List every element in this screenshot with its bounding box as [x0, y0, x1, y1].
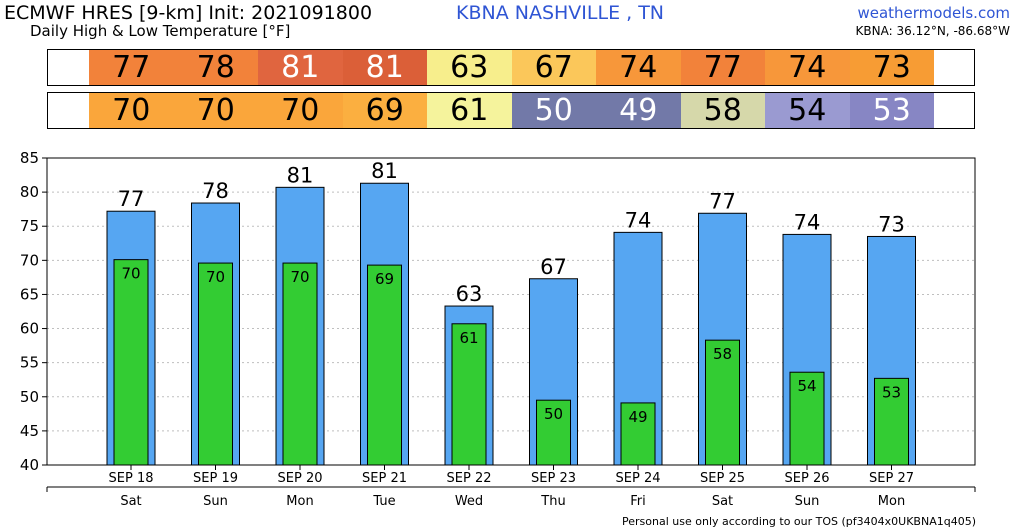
low-temp-label: 61	[459, 329, 478, 347]
low-temp-label: 58	[713, 345, 732, 363]
high-temp-label: 63	[456, 282, 483, 306]
high-strip-cell: 77	[680, 50, 765, 85]
low-temperature-strip: 70 70 70 69 61 50 49 58 54 53	[47, 92, 975, 129]
low-strip-cell: 70	[173, 93, 258, 128]
date-tick-label: SEP 25	[700, 471, 745, 486]
date-tick-label: SEP 18	[109, 471, 154, 486]
low-temp-bar	[536, 399, 571, 466]
low-temp-label: 53	[882, 383, 901, 401]
plot-frame	[46, 157, 976, 466]
high-temp-label: 77	[118, 187, 145, 211]
low-temp-bar	[367, 264, 402, 466]
low-temp-bar	[451, 323, 487, 466]
date-tick-label: SEP 23	[531, 471, 576, 486]
high-temp-label: 73	[878, 212, 905, 236]
high-temp-label: 74	[625, 208, 652, 232]
low-temp-bar	[789, 371, 825, 466]
low-strip-cell: 61	[427, 93, 512, 128]
high-strip-cell: 81	[342, 50, 427, 85]
y-tick-label: 75	[20, 217, 39, 235]
weekday-tick-label: Sat	[120, 494, 141, 509]
weekday-tick-label: Sun	[203, 494, 228, 509]
low-temp-bar	[198, 262, 233, 466]
weekday-tick-label: Thu	[540, 494, 565, 509]
date-tick-label: SEP 26	[785, 471, 830, 486]
y-tick-label: 55	[20, 354, 39, 372]
model-init-title: ECMWF HRES [9-km] Init: 2021091800	[4, 2, 373, 24]
terms-footer: Personal use only according to our TOS (…	[622, 515, 976, 528]
weekday-tick-label: Sat	[712, 494, 733, 509]
low-temp-bar	[113, 259, 149, 466]
low-temp-bar	[282, 262, 318, 466]
high-temp-label: 81	[287, 163, 314, 187]
chart-subtitle: Daily High & Low Temperature [°F]	[30, 22, 291, 40]
y-tick-label: 70	[20, 251, 39, 269]
low-strip-cell: 54	[765, 93, 850, 128]
y-tick-label: 85	[20, 149, 39, 167]
site-link[interactable]: weathermodels.com	[857, 4, 1010, 22]
high-strip-cell: 74	[596, 50, 681, 85]
y-tick-label: 65	[20, 285, 39, 303]
low-strip-cell: 50	[511, 93, 596, 128]
date-tick-label: SEP 22	[447, 471, 492, 486]
date-tick-label: SEP 19	[193, 471, 238, 486]
date-tick-label: SEP 24	[616, 471, 661, 486]
high-strip-cell: 81	[258, 50, 343, 85]
high-strip-cell: 78	[173, 50, 258, 85]
high-temperature-strip: 77 78 81 81 63 67 74 77 74 73	[47, 49, 975, 86]
y-tick-label: 80	[20, 183, 39, 201]
low-temp-bar	[874, 377, 909, 466]
y-tick-label: 60	[20, 320, 39, 338]
y-tick-label: 40	[20, 456, 39, 474]
low-strip-cell: 49	[596, 93, 681, 128]
low-temp-label: 69	[375, 270, 394, 288]
high-strip-cell: 67	[511, 50, 596, 85]
low-temp-label: 50	[544, 405, 563, 423]
high-strip-cell: 74	[765, 50, 850, 85]
high-temp-label: 74	[794, 210, 821, 234]
high-temp-label: 81	[371, 159, 398, 183]
high-strip-cell: 77	[89, 50, 174, 85]
weekday-tick-label: Mon	[286, 494, 313, 509]
low-temp-label: 54	[797, 377, 816, 395]
high-temp-label: 67	[540, 255, 567, 279]
low-temp-label: 70	[121, 265, 140, 283]
high-strip-cell: 73	[849, 50, 934, 85]
station-coordinates: KBNA: 36.12°N, -86.68°W	[855, 24, 1010, 38]
y-tick-label: 45	[20, 422, 39, 440]
low-temp-label: 49	[628, 408, 647, 426]
weekday-tick-label: Sun	[795, 494, 820, 509]
weekday-tick-label: Fri	[630, 494, 646, 509]
date-tick-label: SEP 21	[362, 471, 407, 486]
low-temp-label: 70	[290, 268, 309, 286]
high-temp-label: 78	[202, 179, 229, 203]
low-strip-cell: 53	[849, 93, 934, 128]
low-strip-cell: 69	[342, 93, 427, 128]
station-title: KBNA NASHVILLE , TN	[456, 2, 665, 24]
weekday-tick-label: Wed	[455, 494, 483, 509]
low-strip-cell: 70	[258, 93, 343, 128]
low-strip-cell: 70	[89, 93, 174, 128]
date-tick-label: SEP 27	[869, 471, 914, 486]
weekday-tick-label: Tue	[372, 494, 395, 509]
weekday-tick-label: Mon	[878, 494, 905, 509]
high-temp-label: 77	[709, 189, 736, 213]
low-temp-label: 70	[206, 268, 225, 286]
low-strip-cell: 58	[680, 93, 765, 128]
y-tick-label: 50	[20, 388, 39, 406]
high-strip-cell: 63	[427, 50, 512, 85]
low-temp-bar	[705, 339, 740, 466]
date-tick-label: SEP 20	[278, 471, 323, 486]
